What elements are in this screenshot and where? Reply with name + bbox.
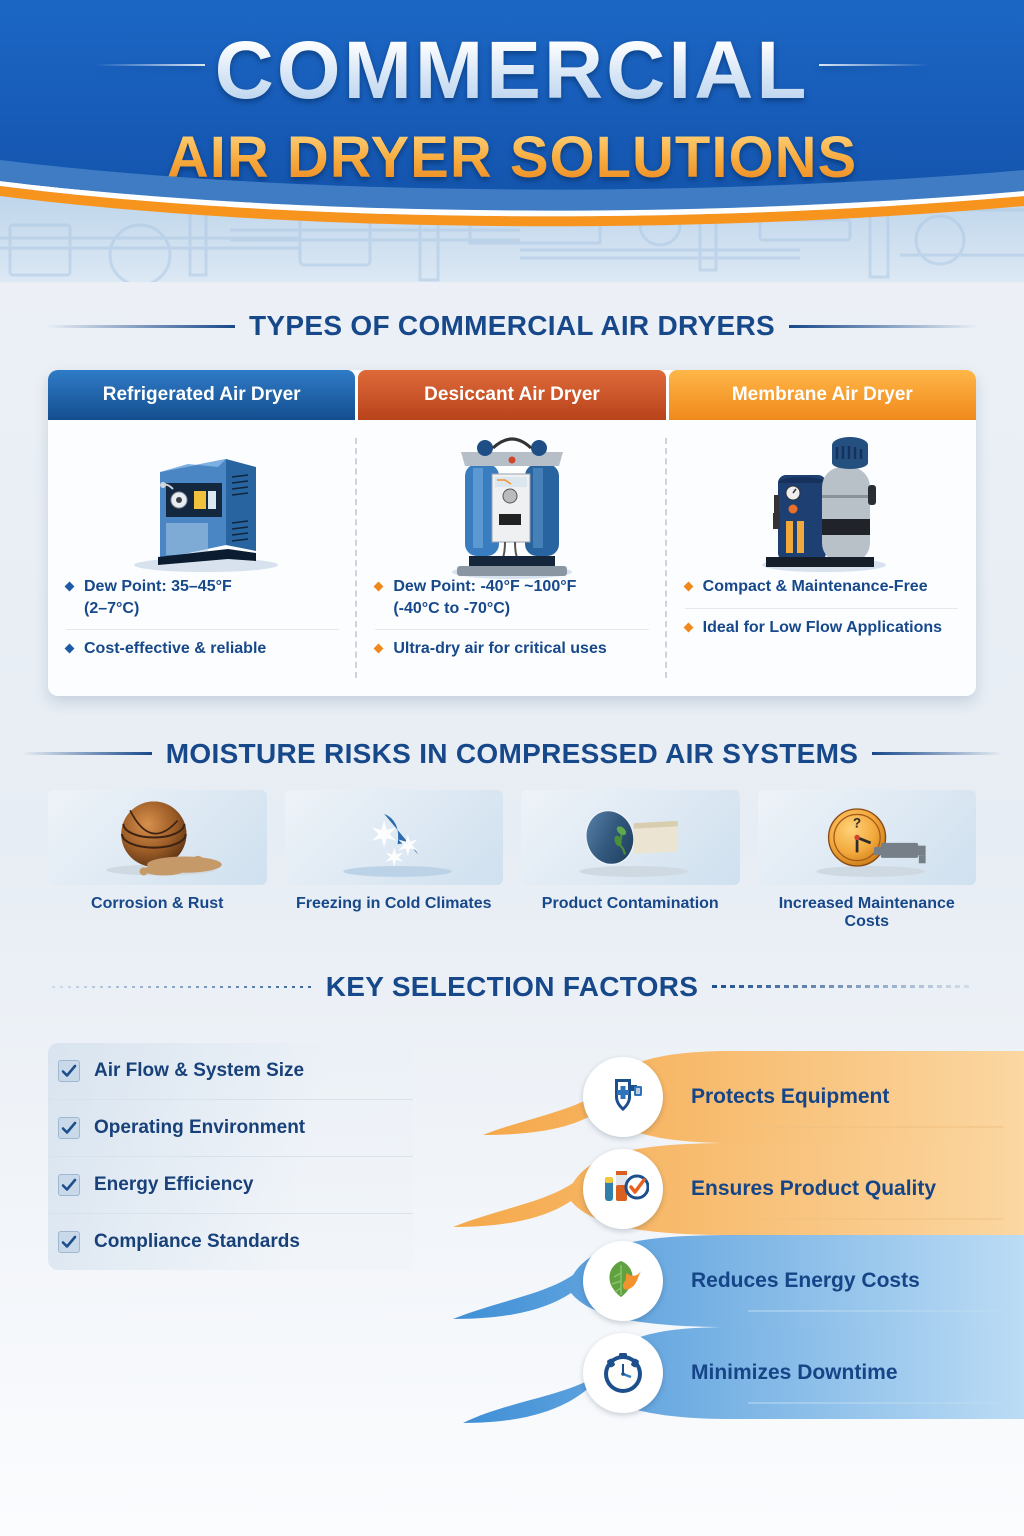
svg-text:?: ? [852, 815, 860, 830]
